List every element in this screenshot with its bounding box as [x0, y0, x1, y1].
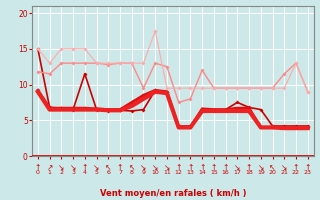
X-axis label: Vent moyen/en rafales ( km/h ): Vent moyen/en rafales ( km/h ) — [100, 189, 246, 198]
Text: ↖: ↖ — [129, 163, 135, 172]
Text: ↗: ↗ — [46, 163, 53, 172]
Text: ↑: ↑ — [199, 163, 205, 172]
Text: ↘: ↘ — [70, 163, 76, 172]
Text: ↘: ↘ — [152, 163, 158, 172]
Text: ↘: ↘ — [281, 163, 287, 172]
Text: ↖: ↖ — [269, 163, 276, 172]
Text: ↘: ↘ — [164, 163, 170, 172]
Text: ↖: ↖ — [105, 163, 111, 172]
Text: ↑: ↑ — [293, 163, 299, 172]
Text: ↑: ↑ — [246, 163, 252, 172]
Text: ↑: ↑ — [35, 163, 41, 172]
Text: ↘: ↘ — [140, 163, 147, 172]
Text: ↑: ↑ — [305, 163, 311, 172]
Text: ↘: ↘ — [258, 163, 264, 172]
Text: ↘: ↘ — [234, 163, 241, 172]
Text: ↘: ↘ — [58, 163, 65, 172]
Text: ↑: ↑ — [117, 163, 123, 172]
Text: ↑: ↑ — [211, 163, 217, 172]
Text: ↘: ↘ — [93, 163, 100, 172]
Text: ↑: ↑ — [82, 163, 88, 172]
Text: ↑: ↑ — [187, 163, 194, 172]
Text: ↑: ↑ — [175, 163, 182, 172]
Text: ↑: ↑ — [222, 163, 229, 172]
